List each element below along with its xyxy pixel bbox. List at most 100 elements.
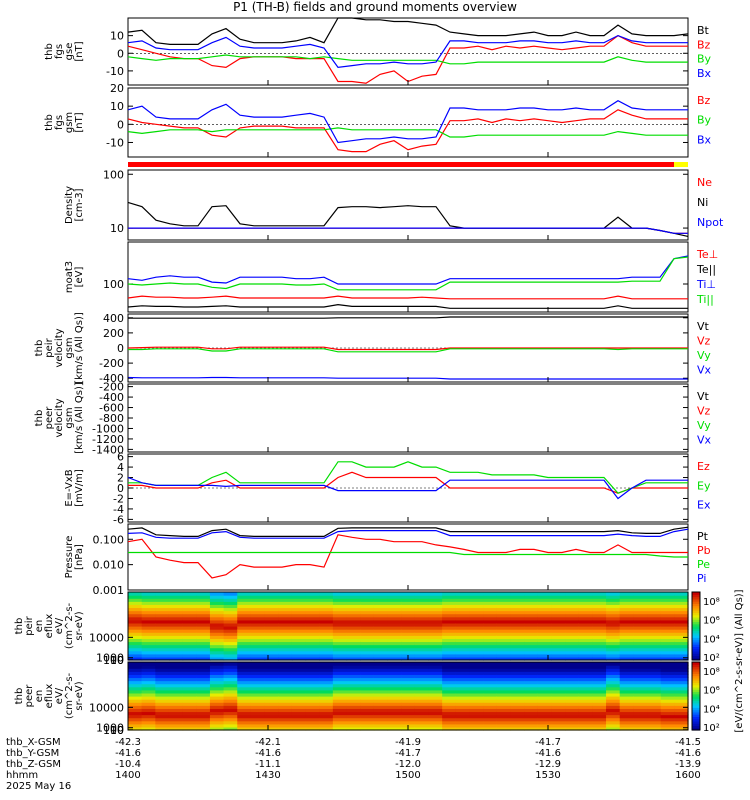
peir_en_eflux-cell <box>250 610 266 615</box>
peir_en_eflux-cell <box>633 619 648 624</box>
peer_en_eflux-cell <box>387 686 402 691</box>
peer_en_eflux-cell <box>387 717 402 722</box>
colorbar-cell <box>692 605 700 609</box>
peir_en_eflux-cell <box>660 635 675 639</box>
peir_en_eflux-cell <box>360 635 375 639</box>
peir_en_eflux-cell <box>250 629 266 633</box>
peer_en_eflux-cell <box>278 696 293 700</box>
peir_en_eflux-cell <box>209 653 225 658</box>
peir_en_eflux-cell <box>592 647 607 652</box>
peer_en_eflux-cell <box>524 723 539 728</box>
peir_en_eflux-cell <box>332 635 348 639</box>
peir_en_eflux-cell <box>428 632 443 636</box>
peir_en_eflux-cell <box>428 604 443 609</box>
peir_en_eflux-cell <box>373 644 389 649</box>
colorbar-cell <box>692 696 700 699</box>
peir_en_eflux-cell <box>606 650 621 655</box>
peer_en_eflux-cell <box>674 674 689 679</box>
peir_en_eflux-cell <box>182 613 197 618</box>
peir_en_eflux-cell <box>155 619 170 624</box>
y-tick-label: 10 <box>110 222 124 235</box>
peer_en_eflux-cell <box>141 662 156 666</box>
peer_en_eflux-cell <box>223 671 238 675</box>
peir_en_eflux-cell <box>305 619 320 624</box>
peer_en_eflux-cell <box>278 692 293 697</box>
peer_en_eflux-cell <box>428 683 443 688</box>
peer_en_eflux-cell <box>319 680 334 685</box>
peir_en_eflux-cell <box>469 607 484 612</box>
peer_en_eflux-cell <box>291 683 307 688</box>
peer_en_eflux-cell <box>128 699 143 703</box>
y-tick-label: 0 <box>117 482 124 495</box>
peer_en_eflux-cell <box>428 680 443 685</box>
peer_en_eflux-cell <box>141 689 156 694</box>
peir_en_eflux-cell <box>578 635 593 639</box>
peir_en_eflux-cell <box>442 592 457 596</box>
peer_en_eflux-cell <box>633 708 648 713</box>
peer_en_eflux-cell <box>619 726 634 731</box>
legend-pressure-Pt: Pt <box>697 530 709 543</box>
peir_en_eflux-cell <box>291 632 307 636</box>
peer_en_eflux-cell <box>510 714 525 719</box>
peer_en_eflux-cell <box>360 671 375 675</box>
peir_en_eflux-cell <box>319 592 334 596</box>
peir_en_eflux-cell <box>606 601 621 605</box>
peir_en_eflux-cell <box>469 650 484 655</box>
peer_en_eflux-cell <box>141 665 156 669</box>
legend-peir_velocity-Vz: Vz <box>697 335 711 348</box>
peir_en_eflux-cell <box>633 656 648 661</box>
peer_en_eflux-cell <box>496 677 512 682</box>
colorbar-cell <box>692 718 700 722</box>
peer_en_eflux-cell <box>442 671 457 675</box>
peir_en_eflux-cell <box>141 641 156 646</box>
peer_en_eflux-cell <box>660 680 675 685</box>
y-axis-label: [nT] <box>74 112 85 132</box>
peer_en_eflux-cell <box>264 696 279 700</box>
peir_en_eflux-cell <box>660 616 675 621</box>
peir_en_eflux-cell <box>619 644 634 649</box>
peir_en_eflux-cell <box>551 647 566 652</box>
peer_en_eflux-cell <box>168 677 184 682</box>
peir_en_eflux-cell <box>660 644 675 649</box>
peer_en_eflux-cell <box>442 674 457 679</box>
peer_en_eflux-cell <box>360 699 375 703</box>
panel-frame <box>127 523 689 591</box>
series-Vy <box>128 348 688 353</box>
peir_en_eflux-cell <box>209 592 225 596</box>
peer_en_eflux-cell <box>455 696 471 700</box>
peer_en_eflux-cell <box>633 720 648 725</box>
peir_en_eflux-cell <box>237 595 252 599</box>
peer_en_eflux-cell <box>414 705 430 709</box>
peer_en_eflux-cell <box>141 714 156 719</box>
peir_en_eflux-cell <box>141 644 156 649</box>
peer_en_eflux-cell <box>606 702 621 706</box>
peir_en_eflux-cell <box>660 629 675 633</box>
peer_en_eflux-cell <box>647 665 662 669</box>
peer_en_eflux-cell <box>278 726 293 731</box>
peer_en_eflux-cell <box>510 726 525 731</box>
y-tick-label: -800 <box>99 412 124 425</box>
y-axis-label: sr-eV) <box>74 681 85 710</box>
peer_en_eflux-cell <box>128 726 143 731</box>
peir_en_eflux-cell <box>305 595 320 599</box>
peer_en_eflux-cell <box>551 696 566 700</box>
peir_en_eflux-cell <box>674 613 689 618</box>
peer_en_eflux-cell <box>346 714 361 719</box>
peir_en_eflux-cell <box>291 613 307 618</box>
peer_en_eflux-cell <box>168 662 184 666</box>
peer_en_eflux-cell <box>551 711 566 716</box>
peir_en_eflux-cell <box>428 635 443 639</box>
peer_en_eflux-cell <box>469 680 484 685</box>
colorbar-cell <box>692 657 700 661</box>
peer_en_eflux-cell <box>647 711 662 716</box>
peir_en_eflux-cell <box>442 644 457 649</box>
peer_en_eflux-cell <box>510 665 525 669</box>
peer_en_eflux-cell <box>182 708 197 713</box>
peer_en_eflux-cell <box>346 708 361 713</box>
peer_en_eflux-cell <box>469 689 484 694</box>
peir_en_eflux-cell <box>674 626 689 630</box>
peir_en_eflux-cell <box>606 647 621 652</box>
peir_en_eflux-cell <box>278 656 293 661</box>
peir_en_eflux-cell <box>469 610 484 615</box>
peer_en_eflux-cell <box>387 671 402 675</box>
